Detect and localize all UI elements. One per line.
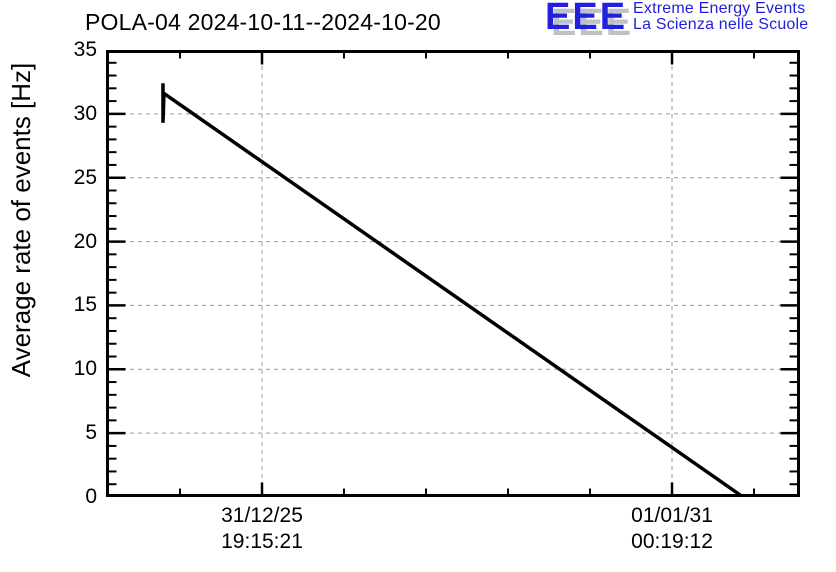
y-tick-label: 30 bbox=[73, 101, 97, 125]
y-tick-label: 15 bbox=[73, 293, 97, 317]
x-tick-label: 01/01/31 00:19:12 bbox=[602, 503, 742, 555]
y-tick-label: 25 bbox=[73, 165, 97, 189]
x-tick-label-date: 01/01/31 bbox=[631, 504, 713, 527]
plot-area bbox=[106, 48, 800, 499]
y-tick-label: 10 bbox=[73, 357, 97, 381]
y-tick-label: 35 bbox=[73, 38, 97, 61]
logo-tagline-1: Extreme Energy Events bbox=[633, 0, 806, 17]
x-tick-label-date: 31/12/25 bbox=[221, 504, 303, 527]
x-tick-label: 31/12/25 19:15:21 bbox=[192, 503, 332, 555]
plot-svg bbox=[106, 48, 800, 499]
data-line-average-rate bbox=[161, 83, 745, 499]
y-axis-title: Average rate of events [Hz] bbox=[6, 62, 36, 378]
eee-logo-taglines: Extreme Energy Events La Scienza nelle S… bbox=[633, 1, 808, 32]
logo-tagline-2: La Scienza nelle Scuole bbox=[633, 15, 809, 33]
x-tick-label-time: 00:19:12 bbox=[631, 530, 713, 553]
y-tick-label: 20 bbox=[73, 229, 97, 253]
plot-frame-border bbox=[106, 50, 800, 497]
y-tick-label: 5 bbox=[85, 421, 97, 445]
x-tick-label-time: 19:15:21 bbox=[221, 530, 303, 553]
eee-logo: EEE EEE Extreme Energy Events La Scienza… bbox=[545, 0, 835, 46]
y-tick-label: 0 bbox=[85, 485, 97, 508]
eee-logo-shadow: EEE bbox=[551, 2, 634, 44]
plot-title: POLA-04 2024-10-11--2024-10-20 bbox=[85, 9, 441, 35]
eee-logo-acronym: EEE bbox=[545, 0, 628, 38]
